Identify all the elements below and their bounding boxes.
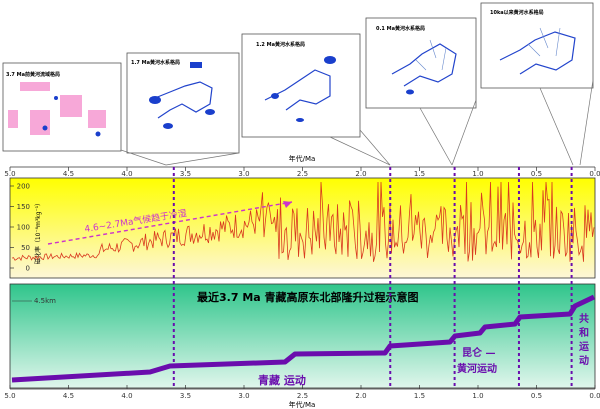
label-gonghe-3: 运 [579,341,589,353]
axis-tick-label: 3.5 [180,170,191,178]
y-tick-label: 100 [17,224,30,232]
axis-tick-label: 1.0 [472,170,483,178]
inset-connectors [120,79,594,166]
axis-tick-label: 2.0 [355,170,366,178]
y-tick-label: 150 [17,203,30,211]
axis-tick-label: 3.0 [238,392,249,400]
map-inset-5-title: 10ka以来黄河水系格局 [490,9,544,16]
bottom-axis: 5.0 4.5 4.0 3.5 3.0 2.5 2.0 1.5 1.0 0.5 0.0 年代/Ma [4,385,600,409]
lower-panel-title: 最近3.7 Ma 青藏高原东北部隆升过程示意图 [197,290,419,304]
cooling-trend-arrowhead [283,201,292,208]
y-tick-label: 50 [21,244,30,252]
axis-tick-label: 1.0 [472,392,483,400]
elevation-label: 4.5km [34,297,56,305]
map-inset-3-title: 1.2 Ma黄河水系格局 [256,41,305,48]
y-tick-label: 0 [26,265,30,273]
axis-tick-label: 4.0 [121,170,132,178]
axis-tick-label: 5.0 [4,170,15,178]
label-gonghe-2: 和 [578,326,589,339]
axis-tick-label: 4.5 [63,392,74,400]
axis-tick-label: 0.5 [531,392,542,400]
susceptibility-curve [11,181,595,262]
label-kunlun-2: 黄河运动 [457,362,497,375]
label-qingzang: 青藏 运动 [258,373,306,387]
uplift-curve [11,294,596,383]
map-inset-2-title: 1.7 Ma黄河水系格局 [131,59,180,66]
lower-panel: 4.5km 最近3.7 Ma 青藏高原东北部隆升过程示意图 青藏 运动 昆仑 —… [9,283,596,389]
y-tick-label: 200 [17,183,30,191]
axis-tick-label: 0.0 [589,392,600,400]
label-kunlun-1: 昆仑 — [462,346,495,359]
axis-tick-label: 4.5 [63,170,74,178]
upper-panel-ylabel: 磁化率（10⁻⁸m³kg⁻¹） [34,200,42,264]
axis-tick-label: 1.5 [414,392,425,400]
axis-tick-label: 1.5 [414,170,425,178]
axis-tick-label: 0.0 [589,170,600,178]
top-axis: 5.0 4.5 4.0 3.5 3.0 2.5 2.0 1.5 1.0 0.5 0.0 年代/Ma [4,154,600,178]
map-inset-2: 1.7 Ma黄河水系格局 [126,52,240,154]
cooling-trend-arrow [47,201,293,245]
axis-tick-label: 2.5 [297,170,308,178]
label-gonghe-4: 动 [579,354,589,367]
map-inset-5: 10ka以来黄河水系格局 [480,2,594,89]
bottom-axis-label: 年代/Ma [289,400,316,409]
axis-tick-label: 2.5 [297,392,308,400]
lower-panel-background [9,283,596,389]
axis-tick-label: 0.5 [531,170,542,178]
axis-tick-label: 4.0 [121,392,132,400]
map-inset-1-title: 3.7 Ma前黄河流域格局 [6,71,60,78]
map-inset-4-title: 0.1 Ma黄河水系格局 [376,25,425,32]
map-inset-3: 1.2 Ma黄河水系格局 [241,33,361,138]
top-axis-label: 年代/Ma [289,154,316,163]
map-inset-1: 3.7 Ma前黄河流域格局 [2,62,122,152]
axis-tick-label: 3.0 [238,170,249,178]
label-gonghe-1: 共 [579,312,589,325]
axis-tick-label: 3.5 [180,392,191,400]
axis-tick-label: 2.0 [355,392,366,400]
event-lines [172,167,573,389]
map-inset-4: 0.1 Ma黄河水系格局 [365,17,477,109]
axis-tick-label: 5.0 [4,392,15,400]
